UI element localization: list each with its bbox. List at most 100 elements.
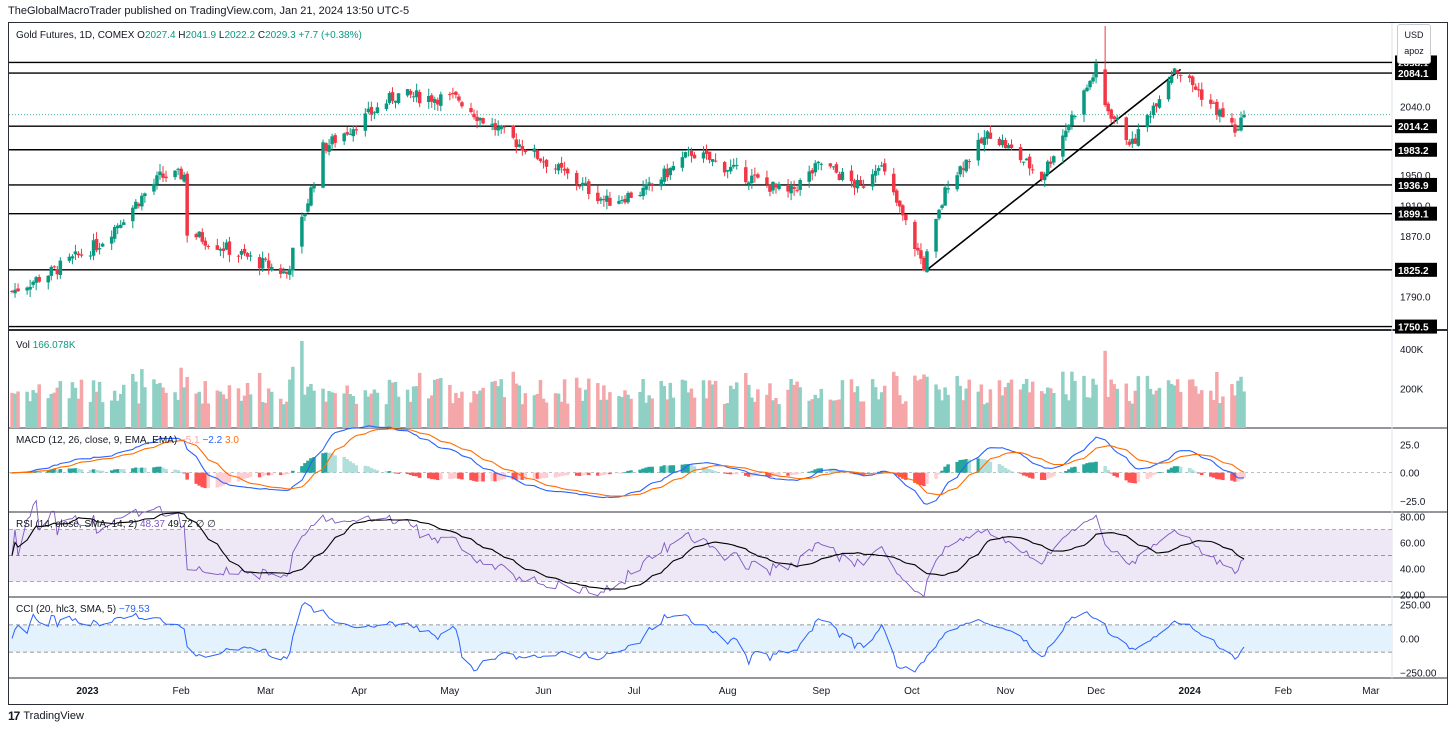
- macd-histogram-bar: [291, 470, 295, 473]
- macd-histogram-bar: [143, 467, 147, 473]
- macd-histogram-bar: [644, 467, 648, 473]
- macd-histogram-bar: [411, 472, 416, 477]
- macd-histogram-bar: [1024, 472, 1029, 477]
- macd-histogram-bar: [333, 455, 337, 473]
- macd-histogram-bar: [260, 472, 265, 477]
- volume-bar: [840, 380, 845, 428]
- macd-histogram-bar: [1006, 469, 1011, 473]
- time-axis-tick: Aug: [719, 686, 737, 697]
- volume-bar: [408, 401, 413, 428]
- candle-body: [73, 251, 78, 255]
- volume-bar: [725, 403, 730, 428]
- volume-bar: [834, 400, 839, 428]
- volume-bar: [1172, 385, 1177, 428]
- macd-histogram-bar: [913, 472, 917, 483]
- candle-body: [650, 183, 654, 185]
- macd-histogram-bar: [161, 467, 165, 473]
- volume-bar: [161, 387, 165, 428]
- price-level-badge-bg: [1395, 206, 1437, 221]
- volume-bar: [1021, 383, 1026, 428]
- macd-histogram-bar: [1073, 466, 1077, 473]
- candle-body: [541, 161, 546, 163]
- macd-histogram-bar: [940, 470, 944, 473]
- volume-bar: [638, 392, 642, 428]
- macd-histogram-bar: [330, 453, 334, 473]
- candle-body: [1061, 135, 1065, 157]
- volume-bar: [1070, 371, 1074, 428]
- volume-bar: [1190, 379, 1195, 428]
- macd-histogram-bar: [282, 472, 286, 475]
- volume-bar: [109, 400, 114, 428]
- volume-bar: [1030, 381, 1035, 428]
- candle-body: [448, 94, 452, 96]
- macd-histogram-bar: [460, 472, 464, 480]
- volume-bar: [396, 396, 401, 428]
- volume-bar: [327, 390, 331, 428]
- volume-bar: [520, 404, 525, 428]
- candle-body: [1209, 99, 1213, 104]
- macd-histogram-bar: [1200, 472, 1204, 476]
- volume-bar: [671, 397, 676, 428]
- candle-body: [976, 139, 981, 161]
- volume-bar: [985, 402, 990, 428]
- volume-bar: [925, 376, 929, 428]
- macd-histogram-bar: [112, 469, 117, 473]
- volume-bar: [118, 393, 123, 428]
- macd-histogram-bar: [433, 472, 437, 480]
- macd-histogram-bar: [173, 469, 177, 473]
- volume-bar: [94, 391, 99, 428]
- volume-bar: [683, 380, 688, 428]
- price-level-badge: 2084.1: [1395, 66, 1437, 81]
- price-axis-tick: 1950.0: [1400, 171, 1431, 182]
- candle-body: [1103, 69, 1107, 106]
- price-level-label: 2014.2: [1398, 122, 1429, 133]
- price-level-badge: 1899.1: [1395, 206, 1437, 221]
- time-axis-tick: Jul: [628, 686, 641, 697]
- volume-bar: [538, 379, 543, 428]
- volume-bar: [221, 394, 226, 428]
- rsi-axis-tick: 80.00: [1400, 513, 1425, 524]
- volume-bar: [680, 379, 685, 428]
- macd-histogram-bar: [523, 472, 528, 480]
- candle-body: [913, 221, 917, 250]
- volume-bar: [608, 392, 612, 428]
- candle-body: [1230, 117, 1234, 123]
- candle-body: [312, 185, 316, 189]
- candle-body: [765, 177, 769, 185]
- chart-frame[interactable]: [8, 22, 1448, 705]
- volume-bar: [997, 380, 1002, 428]
- macd-histogram-bar: [1085, 463, 1089, 473]
- volume-bar: [861, 401, 866, 428]
- volume-bar: [215, 390, 220, 428]
- currency-unit-button[interactable]: USD apoz: [1397, 24, 1431, 64]
- macd-histogram-bar: [457, 472, 461, 479]
- volume-bar: [112, 390, 117, 428]
- candle-body: [668, 167, 673, 176]
- macd-histogram-bar: [580, 472, 585, 476]
- candle-body: [713, 160, 718, 162]
- volume-bar: [354, 403, 359, 428]
- macd-histogram-bar: [55, 469, 60, 473]
- volume-bar: [913, 375, 917, 428]
- macd-histogram-bar: [478, 472, 482, 482]
- candle-body: [958, 166, 962, 175]
- macd-histogram-bar: [728, 472, 733, 475]
- candle-body: [493, 123, 497, 130]
- macd-histogram-bar: [179, 471, 183, 473]
- cci-axis-tick: 0.00: [1400, 635, 1420, 646]
- footer-brand[interactable]: 17 TradingView: [8, 709, 84, 723]
- macd-histogram-bar: [73, 468, 78, 473]
- macd-histogram-bar: [1196, 472, 1201, 474]
- macd-histogram-bar: [417, 472, 422, 478]
- candle-body: [1169, 75, 1174, 83]
- candle-body: [257, 257, 262, 269]
- candle-body: [1003, 140, 1008, 149]
- trendline: [926, 68, 1182, 271]
- macd-histogram-bar: [118, 469, 123, 473]
- candle-body: [1166, 80, 1171, 100]
- chart-canvas[interactable]: 2098.12084.12014.21983.21936.91899.11825…: [0, 0, 1456, 705]
- macd-histogram-bar: [218, 472, 223, 487]
- candle-body: [46, 275, 51, 283]
- macd-histogram-bar: [152, 467, 156, 473]
- macd-histogram-bar: [263, 472, 268, 476]
